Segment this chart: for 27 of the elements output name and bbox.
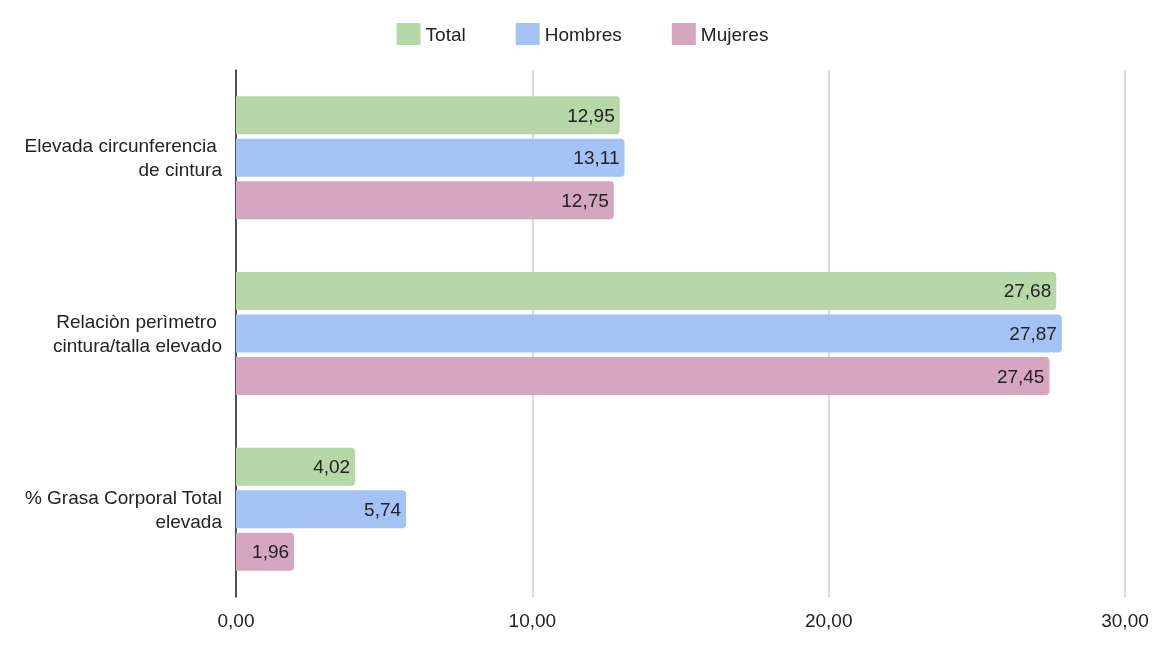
- bar: [236, 447, 356, 486]
- bar: [236, 96, 620, 135]
- data-label: 27,68: [1003, 280, 1052, 302]
- bar: [236, 357, 1050, 395]
- y-tick-label: Relaciòn perìmetro cintura/talla elevado: [53, 311, 222, 356]
- bar: [236, 181, 614, 220]
- data-label: 5,74: [364, 498, 402, 520]
- bar: [236, 490, 407, 529]
- x-tick-label: 30,00: [1101, 610, 1149, 631]
- legend-label: Hombres: [544, 23, 622, 45]
- data-label: 12,95: [567, 104, 615, 126]
- y-tick-label: Elevada circunferencia de cintura: [24, 135, 223, 181]
- x-tick-label: 10,00: [508, 610, 557, 631]
- legend-label: Mujeres: [700, 23, 769, 45]
- bar: [236, 314, 1062, 353]
- bar: [236, 138, 625, 177]
- data-label: 13,11: [573, 147, 620, 169]
- data-label: 27,45: [996, 365, 1045, 387]
- y-tick-label: % Grasa Corporal Total elevada: [24, 486, 223, 532]
- x-tick-label: 20,00: [804, 610, 853, 631]
- data-label: 1,96: [252, 541, 290, 563]
- x-tick-label: 0,00: [217, 610, 255, 631]
- bar: [236, 272, 1057, 310]
- data-label: 27,87: [1009, 323, 1057, 344]
- legend-label: Total: [425, 23, 466, 45]
- data-label: 4,02: [313, 456, 351, 478]
- data-label: 12,75: [561, 189, 609, 211]
